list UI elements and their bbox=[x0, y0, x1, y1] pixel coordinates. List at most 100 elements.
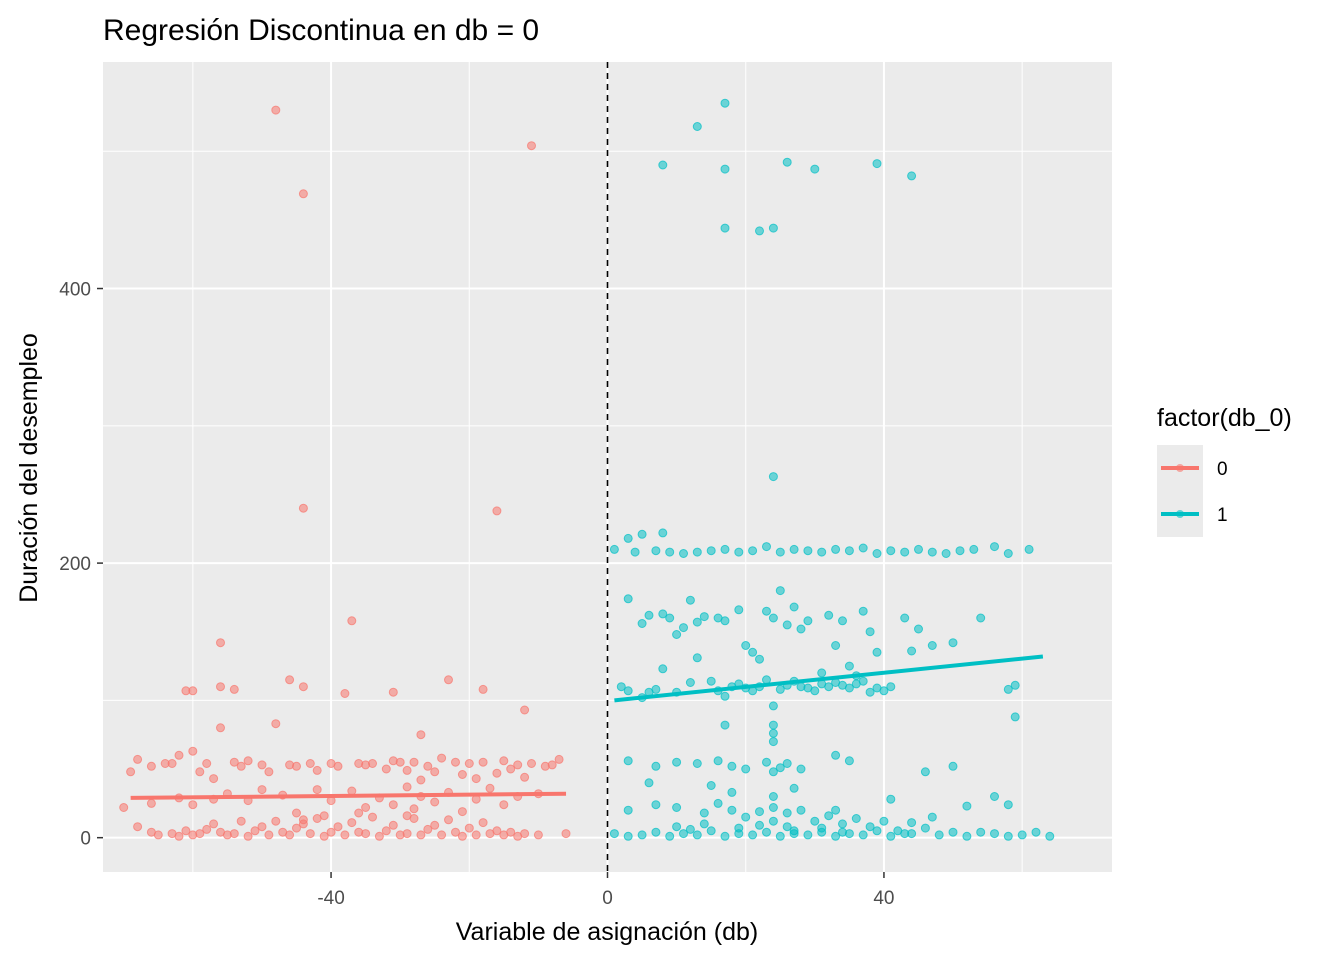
point-series-0 bbox=[478, 818, 488, 828]
point-series-1 bbox=[679, 623, 688, 633]
point-series-0 bbox=[257, 822, 267, 832]
point-series-1 bbox=[734, 547, 744, 557]
point-series-1 bbox=[789, 783, 799, 793]
point-series-1 bbox=[831, 750, 841, 760]
point-series-1 bbox=[976, 613, 986, 623]
point-series-0 bbox=[437, 830, 447, 840]
point-series-0 bbox=[513, 760, 523, 770]
point-series-0 bbox=[492, 768, 502, 778]
point-series-0 bbox=[554, 754, 564, 764]
point-series-1 bbox=[886, 546, 896, 556]
y-tick-label: 200 bbox=[59, 554, 91, 575]
point-series-1 bbox=[872, 826, 882, 836]
point-series-1 bbox=[844, 546, 854, 556]
point-series-1 bbox=[623, 805, 633, 815]
point-series-1 bbox=[782, 822, 792, 832]
point-series-1 bbox=[665, 831, 675, 841]
point-series-1 bbox=[782, 759, 792, 768]
point-series-1 bbox=[616, 682, 626, 692]
point-series-0 bbox=[305, 759, 315, 768]
point-series-0 bbox=[305, 829, 315, 839]
point-series-1 bbox=[927, 547, 937, 557]
point-series-1 bbox=[762, 606, 771, 616]
point-series-0 bbox=[430, 767, 440, 777]
point-series-1 bbox=[741, 764, 751, 774]
point-series-1 bbox=[623, 594, 633, 604]
point-series-1 bbox=[768, 472, 778, 482]
point-series-1 bbox=[692, 830, 702, 840]
point-series-1 bbox=[1003, 549, 1013, 558]
point-series-1 bbox=[665, 613, 675, 623]
point-series-0 bbox=[285, 675, 295, 685]
point-series-0 bbox=[381, 826, 391, 836]
point-series-0 bbox=[229, 684, 239, 694]
point-series-1 bbox=[720, 544, 730, 554]
point-series-0 bbox=[437, 753, 447, 763]
point-series-1 bbox=[1031, 827, 1041, 837]
point-series-0 bbox=[471, 774, 481, 784]
point-series-0 bbox=[298, 189, 308, 199]
point-series-1 bbox=[672, 803, 682, 812]
point-series-0 bbox=[236, 761, 246, 771]
point-series-1 bbox=[831, 544, 841, 554]
point-series-1 bbox=[920, 823, 930, 833]
point-series-0 bbox=[478, 757, 488, 767]
point-series-1 bbox=[720, 831, 730, 841]
point-series-0 bbox=[340, 689, 350, 698]
point-series-1 bbox=[741, 641, 751, 650]
point-series-0 bbox=[195, 829, 205, 839]
point-series-0 bbox=[333, 822, 343, 832]
point-series-0 bbox=[451, 827, 460, 837]
point-series-1 bbox=[858, 606, 868, 616]
point-series-0 bbox=[381, 764, 391, 774]
point-series-1 bbox=[858, 543, 868, 553]
point-series-0 bbox=[312, 785, 322, 795]
point-series-0 bbox=[209, 819, 219, 829]
point-series-1 bbox=[844, 683, 854, 693]
point-series-1 bbox=[720, 223, 730, 233]
point-series-1 bbox=[727, 761, 737, 771]
point-series-1 bbox=[803, 830, 813, 840]
point-series-1 bbox=[713, 798, 723, 808]
point-series-0 bbox=[561, 829, 571, 839]
point-series-0 bbox=[167, 759, 177, 768]
point-series-1 bbox=[679, 829, 688, 839]
point-series-0 bbox=[402, 829, 412, 839]
point-series-1 bbox=[789, 602, 799, 612]
point-series-1 bbox=[817, 668, 827, 678]
point-series-0 bbox=[292, 761, 301, 771]
point-series-0 bbox=[361, 829, 371, 839]
point-series-1 bbox=[900, 547, 910, 557]
point-series-1 bbox=[609, 544, 619, 554]
point-series-1 bbox=[872, 549, 882, 558]
point-series-1 bbox=[782, 157, 792, 167]
point-series-1 bbox=[768, 792, 778, 801]
point-series-0 bbox=[229, 829, 239, 839]
point-series-0 bbox=[402, 811, 412, 821]
point-series-1 bbox=[865, 822, 875, 832]
point-series-0 bbox=[216, 682, 225, 692]
point-series-1 bbox=[748, 546, 758, 556]
point-series-1 bbox=[796, 624, 806, 634]
point-series-1 bbox=[886, 794, 896, 804]
point-series-1 bbox=[990, 792, 999, 801]
point-series-0 bbox=[520, 829, 530, 839]
point-series-1 bbox=[803, 546, 813, 556]
x-tick-label: 40 bbox=[873, 888, 894, 909]
point-series-0 bbox=[347, 616, 357, 626]
point-series-0 bbox=[326, 827, 336, 837]
point-series-0 bbox=[229, 757, 239, 767]
point-series-1 bbox=[990, 542, 999, 552]
point-series-0 bbox=[547, 760, 557, 770]
chart-title: Regresión Discontinua en db = 0 bbox=[103, 14, 539, 47]
point-series-1 bbox=[720, 691, 730, 701]
x-axis: -40 0 40 bbox=[317, 872, 895, 909]
point-series-1 bbox=[623, 831, 633, 841]
point-series-1 bbox=[727, 787, 737, 797]
point-series-1 bbox=[644, 610, 654, 620]
point-series-1 bbox=[872, 159, 882, 169]
point-series-1 bbox=[699, 819, 709, 829]
point-series-0 bbox=[319, 811, 329, 821]
point-series-0 bbox=[499, 756, 509, 766]
point-series-1 bbox=[803, 616, 813, 626]
